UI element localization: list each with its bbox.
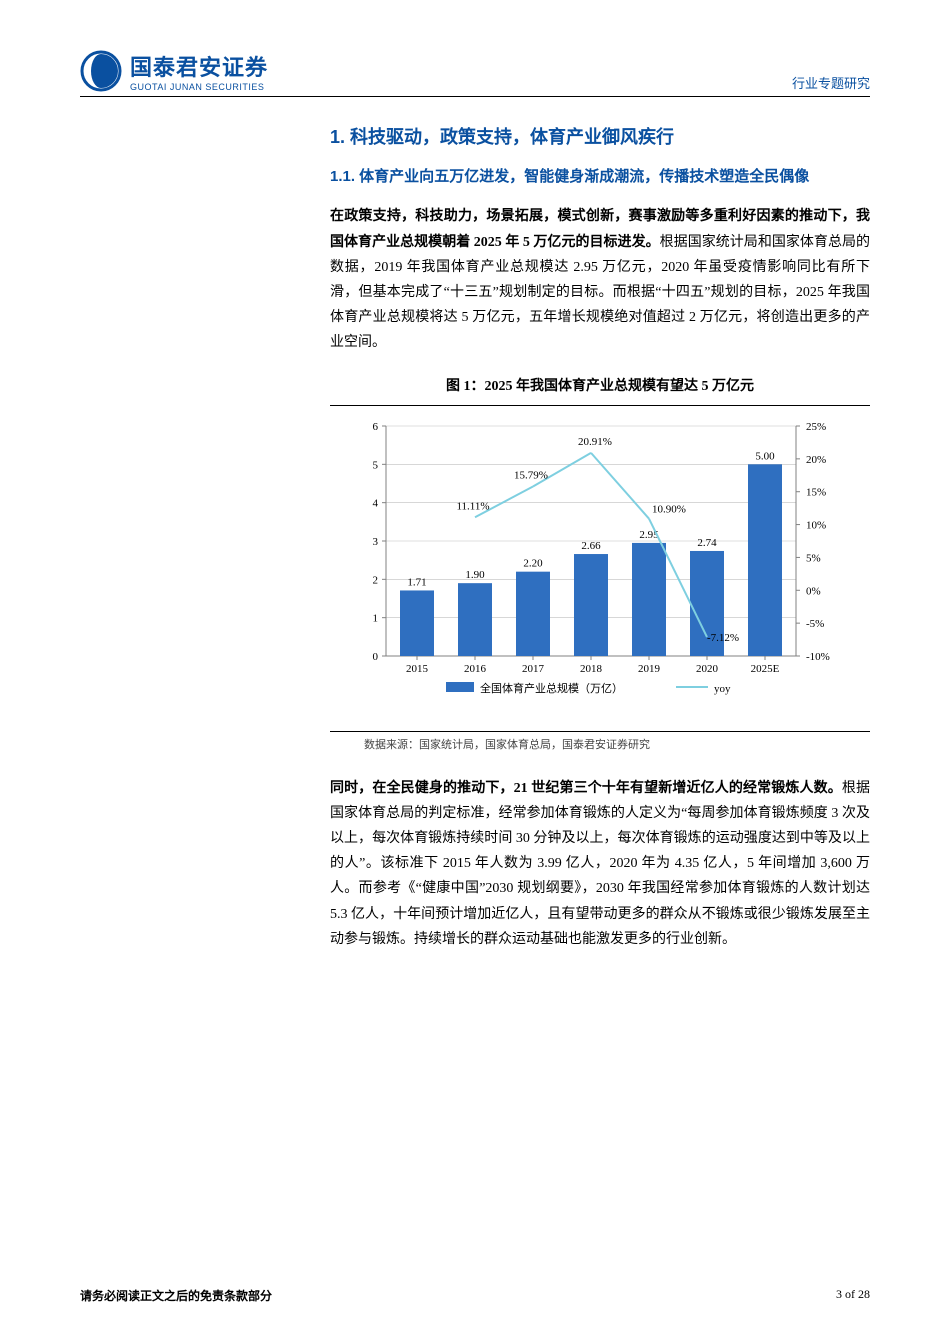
svg-text:-5%: -5% [806, 618, 824, 630]
footer-disclaimer: 请务必阅读正文之后的免责条款部分 [80, 1287, 272, 1304]
svg-text:10.90%: 10.90% [652, 503, 686, 515]
svg-text:2: 2 [373, 574, 379, 586]
svg-text:15%: 15% [806, 486, 826, 498]
svg-text:2019: 2019 [638, 663, 661, 675]
svg-text:2.20: 2.20 [523, 557, 543, 569]
svg-text:1.90: 1.90 [465, 569, 485, 581]
svg-text:20%: 20% [806, 454, 826, 466]
p2-body: 根据国家体育总局的判定标准，经常参加体育锻炼的人定义为“每周参加体育锻炼频度 3… [330, 781, 870, 947]
heading-1: 1. 科技驱动，政策支持，体育产业御风疾行 [330, 121, 870, 153]
svg-text:6: 6 [373, 421, 379, 433]
paragraph-2: 同时，在全民健身的推动下，21 世纪第三个十年有望新增近亿人的经常锻炼人数。根据… [330, 776, 870, 952]
svg-text:0%: 0% [806, 585, 821, 597]
chart-svg: 0 1 2 3 4 5 6 -10% -5% 0% 5% 10% 15% 20% 25% 1.71 2015 1.… [330, 414, 840, 714]
svg-text:10%: 10% [806, 519, 826, 531]
figure-1-chart: 0 1 2 3 4 5 6 -10% -5% 0% 5% 10% 15% 20% 25% 1.71 2015 1.… [330, 405, 870, 732]
svg-text:25%: 25% [806, 421, 826, 433]
page-footer: 请务必阅读正文之后的免责条款部分 3 of 28 [80, 1287, 870, 1304]
svg-text:全国体育产业总规模（万亿）: 全国体育产业总规模（万亿） [480, 681, 623, 695]
svg-text:11.11%: 11.11% [456, 500, 489, 512]
svg-text:1: 1 [373, 612, 379, 624]
svg-text:2016: 2016 [464, 663, 487, 675]
p2-lead: 同时，在全民健身的推动下，21 世纪第三个十年有望新增近亿人的经常锻炼人数。 [330, 781, 842, 796]
svg-text:3: 3 [373, 536, 379, 548]
svg-text:2015: 2015 [406, 663, 429, 675]
svg-text:2.66: 2.66 [581, 540, 601, 552]
header-category: 行业专题研究 [792, 73, 870, 92]
svg-text:-7.12%: -7.12% [707, 632, 739, 644]
svg-text:5: 5 [373, 459, 379, 471]
svg-text:2020: 2020 [696, 663, 719, 675]
svg-text:-10%: -10% [806, 651, 830, 663]
svg-text:2017: 2017 [522, 663, 545, 675]
main-content: 1. 科技驱动，政策支持，体育产业御风疾行 1.1. 体育产业向五万亿进发，智能… [330, 121, 870, 952]
footer-page-number: 3 of 28 [836, 1287, 870, 1304]
heading-1-1: 1.1. 体育产业向五万亿进发，智能健身渐成潮流，传播技术塑造全民偶像 [330, 163, 870, 190]
figure-1-source: 数据来源：国家统计局，国家体育总局，国泰君安证券研究 [364, 736, 870, 756]
logo-icon [80, 50, 122, 92]
svg-text:yoy: yoy [714, 683, 731, 695]
paragraph-1: 在政策支持，科技助力，场景拓展，模式创新，赛事激励等多重利好因素的推动下，我国体… [330, 204, 870, 355]
svg-text:2018: 2018 [580, 663, 603, 675]
svg-text:0: 0 [373, 651, 379, 663]
svg-text:2.74: 2.74 [697, 537, 717, 549]
logo-text-en: GUOTAI JUNAN SECURITIES [130, 82, 268, 92]
svg-text:4: 4 [373, 497, 379, 509]
p1-body: 根据国家统计局和国家体育总局的数据，2019 年我国体育产业总规模达 2.95 … [330, 235, 870, 351]
svg-text:5%: 5% [806, 552, 821, 564]
logo-text-cn: 国泰君安证券 [130, 50, 268, 82]
figure-1-caption: 图 1：2025 年我国体育产业总规模有望达 5 万亿元 [330, 374, 870, 399]
svg-text:1.71: 1.71 [407, 576, 426, 588]
svg-text:2025E: 2025E [751, 663, 780, 675]
svg-text:20.91%: 20.91% [578, 436, 612, 448]
svg-text:5.00: 5.00 [755, 450, 775, 462]
page-header: 国泰君安证券 GUOTAI JUNAN SECURITIES 行业专题研究 [80, 50, 870, 97]
brand-logo: 国泰君安证券 GUOTAI JUNAN SECURITIES [80, 50, 268, 92]
svg-text:15.79%: 15.79% [514, 469, 548, 481]
